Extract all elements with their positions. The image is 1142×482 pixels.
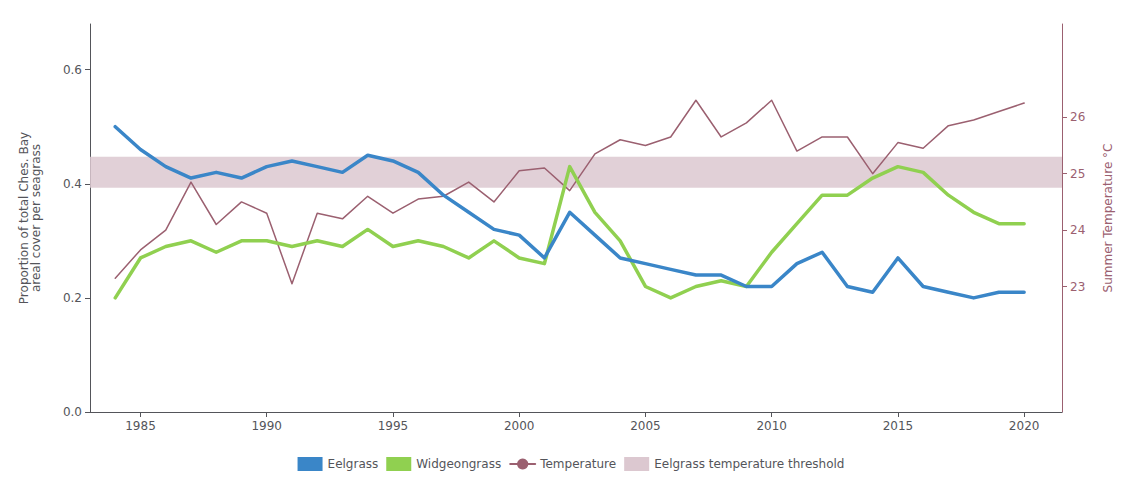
svg-text:25: 25 [1070,167,1085,181]
svg-text:Widgeongrass: Widgeongrass [416,457,501,471]
svg-text:0.2: 0.2 [63,291,82,305]
svg-text:0.4: 0.4 [63,177,82,191]
svg-text:1990: 1990 [251,419,282,433]
svg-text:Temperature: Temperature [539,457,616,471]
svg-text:Eelgrass temperature threshold: Eelgrass temperature threshold [654,457,844,471]
svg-text:2005: 2005 [630,419,661,433]
svg-text:2015: 2015 [883,419,914,433]
svg-text:0.6: 0.6 [63,63,82,77]
svg-text:2020: 2020 [1009,419,1040,433]
svg-text:2000: 2000 [504,419,535,433]
svg-text:areal cover per seagrass: areal cover per seagrass [29,144,43,292]
svg-text:1985: 1985 [125,419,156,433]
svg-text:1995: 1995 [378,419,409,433]
svg-text:2010: 2010 [756,419,787,433]
svg-text:Eelgrass: Eelgrass [328,457,379,471]
svg-text:24: 24 [1070,223,1085,237]
svg-text:0.0: 0.0 [63,405,82,419]
svg-text:26: 26 [1070,110,1085,124]
svg-text:Proportion of total Ches. Bay: Proportion of total Ches. Bay [17,131,31,305]
svg-text:23: 23 [1070,280,1085,294]
svg-text:Summer Temperature °C: Summer Temperature °C [1101,144,1115,293]
